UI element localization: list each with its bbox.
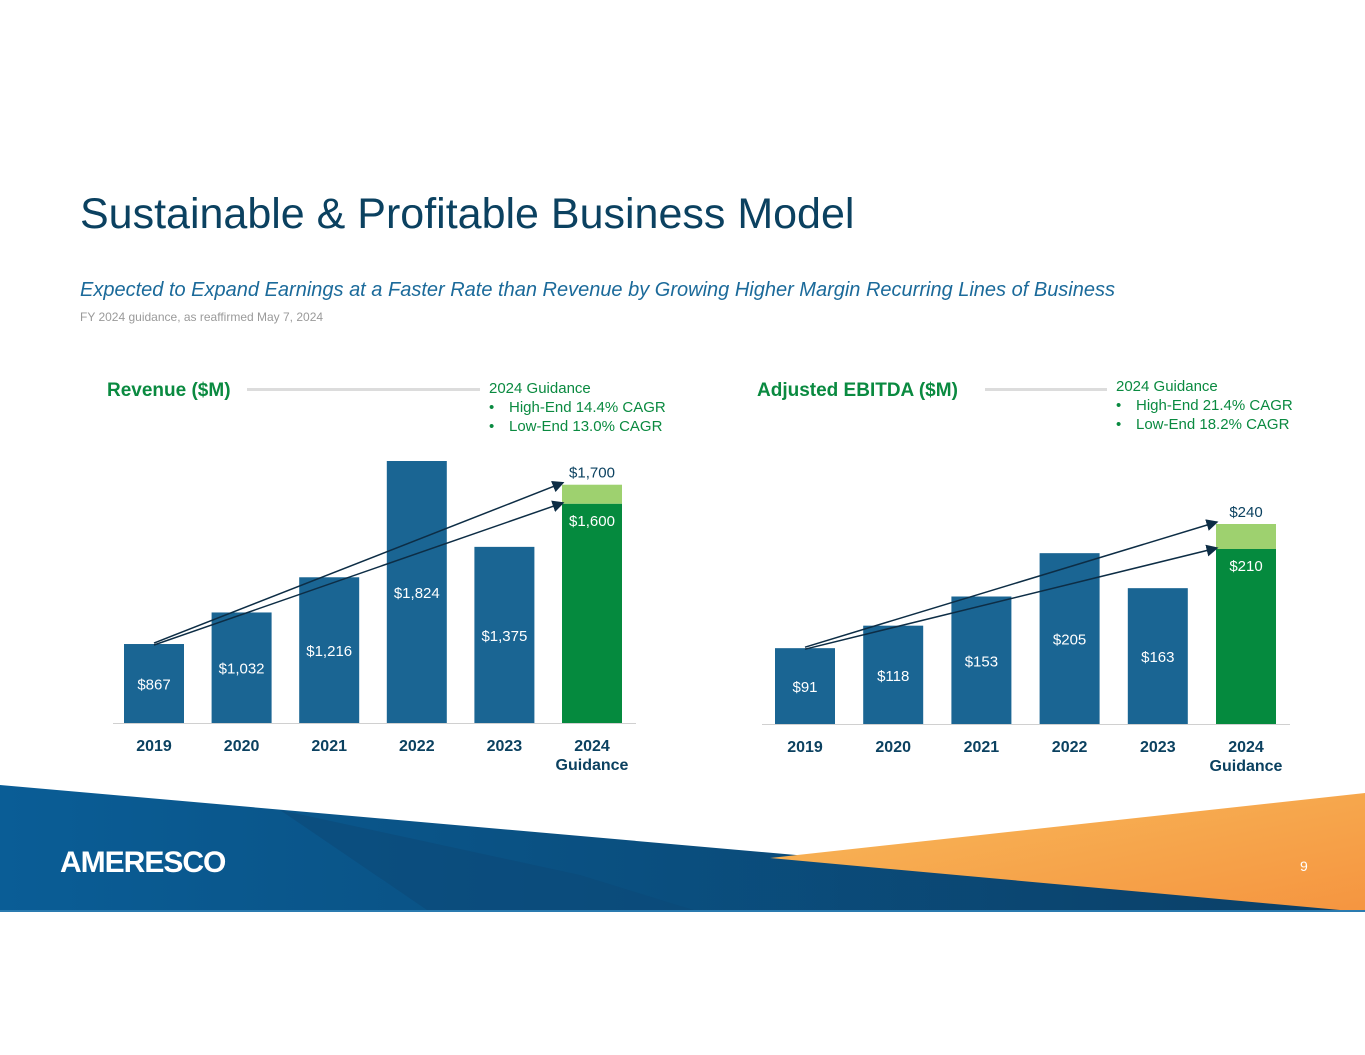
cagr-low-arrow (804, 544, 1219, 650)
guidance-title: 2024 Guidance (1116, 378, 1218, 395)
slide-title: Sustainable & Profitable Business Model (80, 190, 855, 238)
x-tick-label: 2022 (399, 738, 435, 755)
x-tick-label: 2023 (487, 738, 523, 755)
x-tick-label: 2023 (1140, 739, 1176, 756)
revenue-chart-title: Revenue ($M) (107, 380, 231, 401)
x-tick-label: Guidance (1210, 758, 1283, 775)
x-tick-label: 2020 (224, 738, 260, 755)
guidance-bullet: Low-End 13.0% CAGR (489, 417, 666, 436)
bar-guidance-high (1216, 524, 1276, 549)
guidance-bullet: High-End 14.4% CAGR (489, 398, 666, 417)
x-tick-label: 2024 (574, 738, 610, 755)
bar-guidance-low (562, 503, 622, 723)
bar (386, 461, 447, 723)
guidance-high-label: $1,700 (569, 465, 615, 482)
bar (299, 577, 360, 723)
ebitda-guidance: 2024 Guidance High-End 21.4% CAGRLow-End… (1116, 377, 1293, 434)
guidance-note: FY 2024 guidance, as reaffirmed May 7, 2… (80, 310, 324, 324)
data-label: $118 (877, 668, 909, 685)
x-tick-label: 2021 (964, 739, 1000, 756)
data-label: $1,216 (306, 643, 352, 660)
bar (1039, 553, 1100, 724)
bar (951, 596, 1012, 724)
bar (124, 644, 184, 723)
bar (474, 546, 535, 723)
charts: $867 2019 $1,032 2020 $1,216 2021 $1,824 2022 $1… (113, 461, 1290, 775)
guidance-bullet: High-End 21.4% CAGR (1116, 396, 1293, 415)
cagr-low-arrow (153, 500, 565, 646)
data-label: $163 (1141, 649, 1174, 666)
x-tick-label: 2020 (875, 739, 911, 756)
x-tick-label: 2019 (136, 738, 172, 755)
guidance-bullet: Low-End 18.2% CAGR (1116, 415, 1293, 434)
data-label: $1,600 (569, 513, 615, 530)
data-label: $1,824 (394, 585, 440, 602)
guidance-high-label: $240 (1229, 504, 1262, 521)
divider (247, 388, 480, 391)
data-label: $91 (792, 679, 817, 696)
bar (863, 625, 924, 724)
bar-guidance-high (562, 484, 622, 504)
ameresco-logo: AMERESCO (60, 846, 226, 879)
revenue-guidance: 2024 Guidance High-End 14.4% CAGRLow-End… (489, 379, 666, 436)
footer-banner (0, 785, 1365, 912)
x-tick-label: 2024 (1228, 739, 1264, 756)
page-number: 9 (1300, 858, 1308, 874)
x-tick-label: 2021 (311, 738, 347, 755)
divider (985, 388, 1107, 391)
bar-guidance-low (1216, 549, 1276, 724)
x-tick-label: 2022 (1052, 739, 1088, 756)
data-label: $1,375 (481, 628, 527, 645)
guidance-title: 2024 Guidance (489, 380, 591, 397)
x-tick-label: Guidance (556, 757, 629, 774)
data-label: $210 (1229, 558, 1262, 575)
cagr-high-arrow (804, 519, 1219, 648)
data-label: $205 (1053, 632, 1086, 649)
cagr-high-arrow (153, 480, 565, 644)
bar (1127, 588, 1188, 724)
x-tick-label: 2019 (787, 739, 823, 756)
bar (211, 612, 272, 723)
data-label: $153 (965, 653, 998, 670)
ebitda-chart-title: Adjusted EBITDA ($M) (757, 380, 958, 401)
slide-subtitle: Expected to Expand Earnings at a Faster … (80, 279, 1115, 301)
data-label: $1,032 (219, 661, 265, 678)
bar (775, 648, 835, 724)
data-label: $867 (137, 677, 170, 694)
